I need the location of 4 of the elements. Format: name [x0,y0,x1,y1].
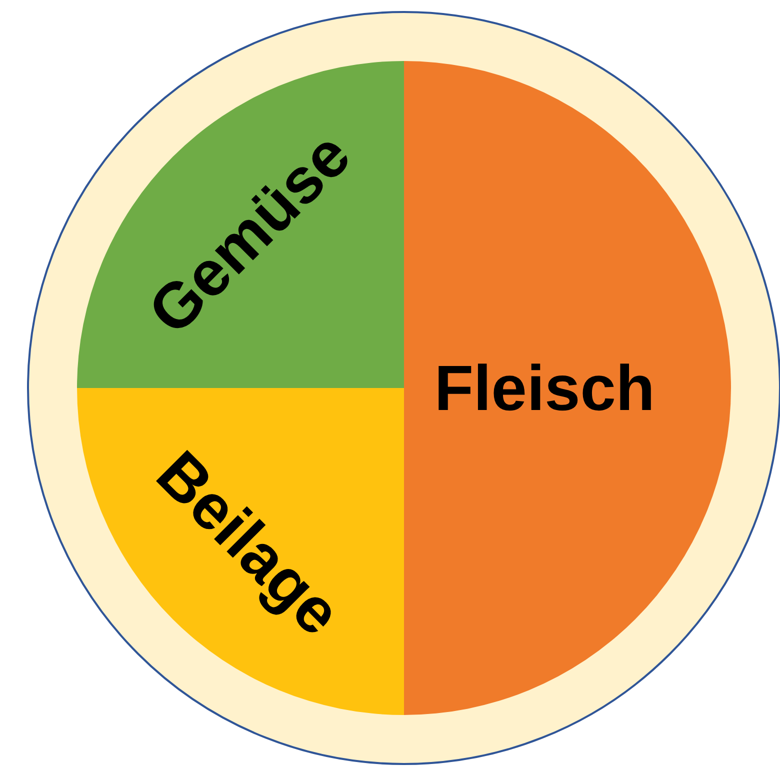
pie-slice [404,61,730,715]
slice-label: Fleisch [434,352,655,424]
pie-slice [77,388,404,715]
pie-slice [77,61,404,388]
